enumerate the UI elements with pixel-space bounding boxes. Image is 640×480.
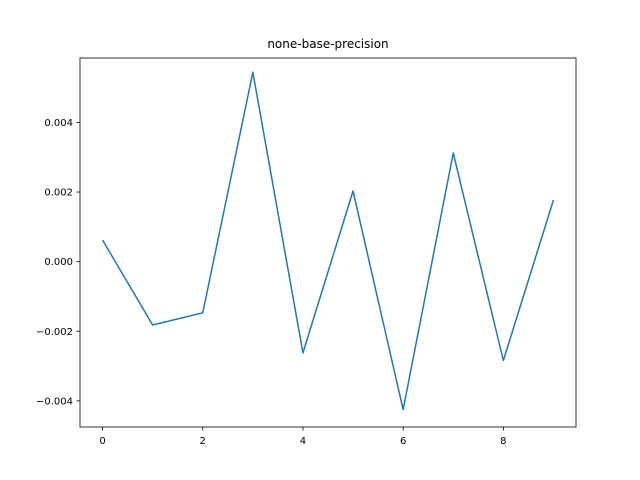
x-tick-label: 4: [300, 436, 306, 447]
y-axis: −0.004 −0.002 0.000 0.002 0.004: [36, 118, 80, 407]
y-tick-label: 0.004: [44, 118, 73, 129]
y-tick-label: −0.004: [36, 396, 73, 407]
series-line: [101, 71, 555, 411]
x-axis: 0 2 4 6 8: [99, 427, 507, 447]
y-tick-label: 0.002: [44, 188, 73, 199]
x-tick-label: 8: [500, 436, 506, 447]
axes-frame: [79, 57, 577, 428]
series-layer: [101, 71, 555, 411]
x-tick-label: 0: [99, 436, 105, 447]
y-tick-label: 0.000: [44, 257, 73, 268]
chart-title: none-base-precision: [267, 37, 388, 51]
x-tick-label: 6: [400, 436, 406, 447]
y-tick-label: −0.002: [36, 327, 73, 338]
x-tick-label: 2: [200, 436, 206, 447]
